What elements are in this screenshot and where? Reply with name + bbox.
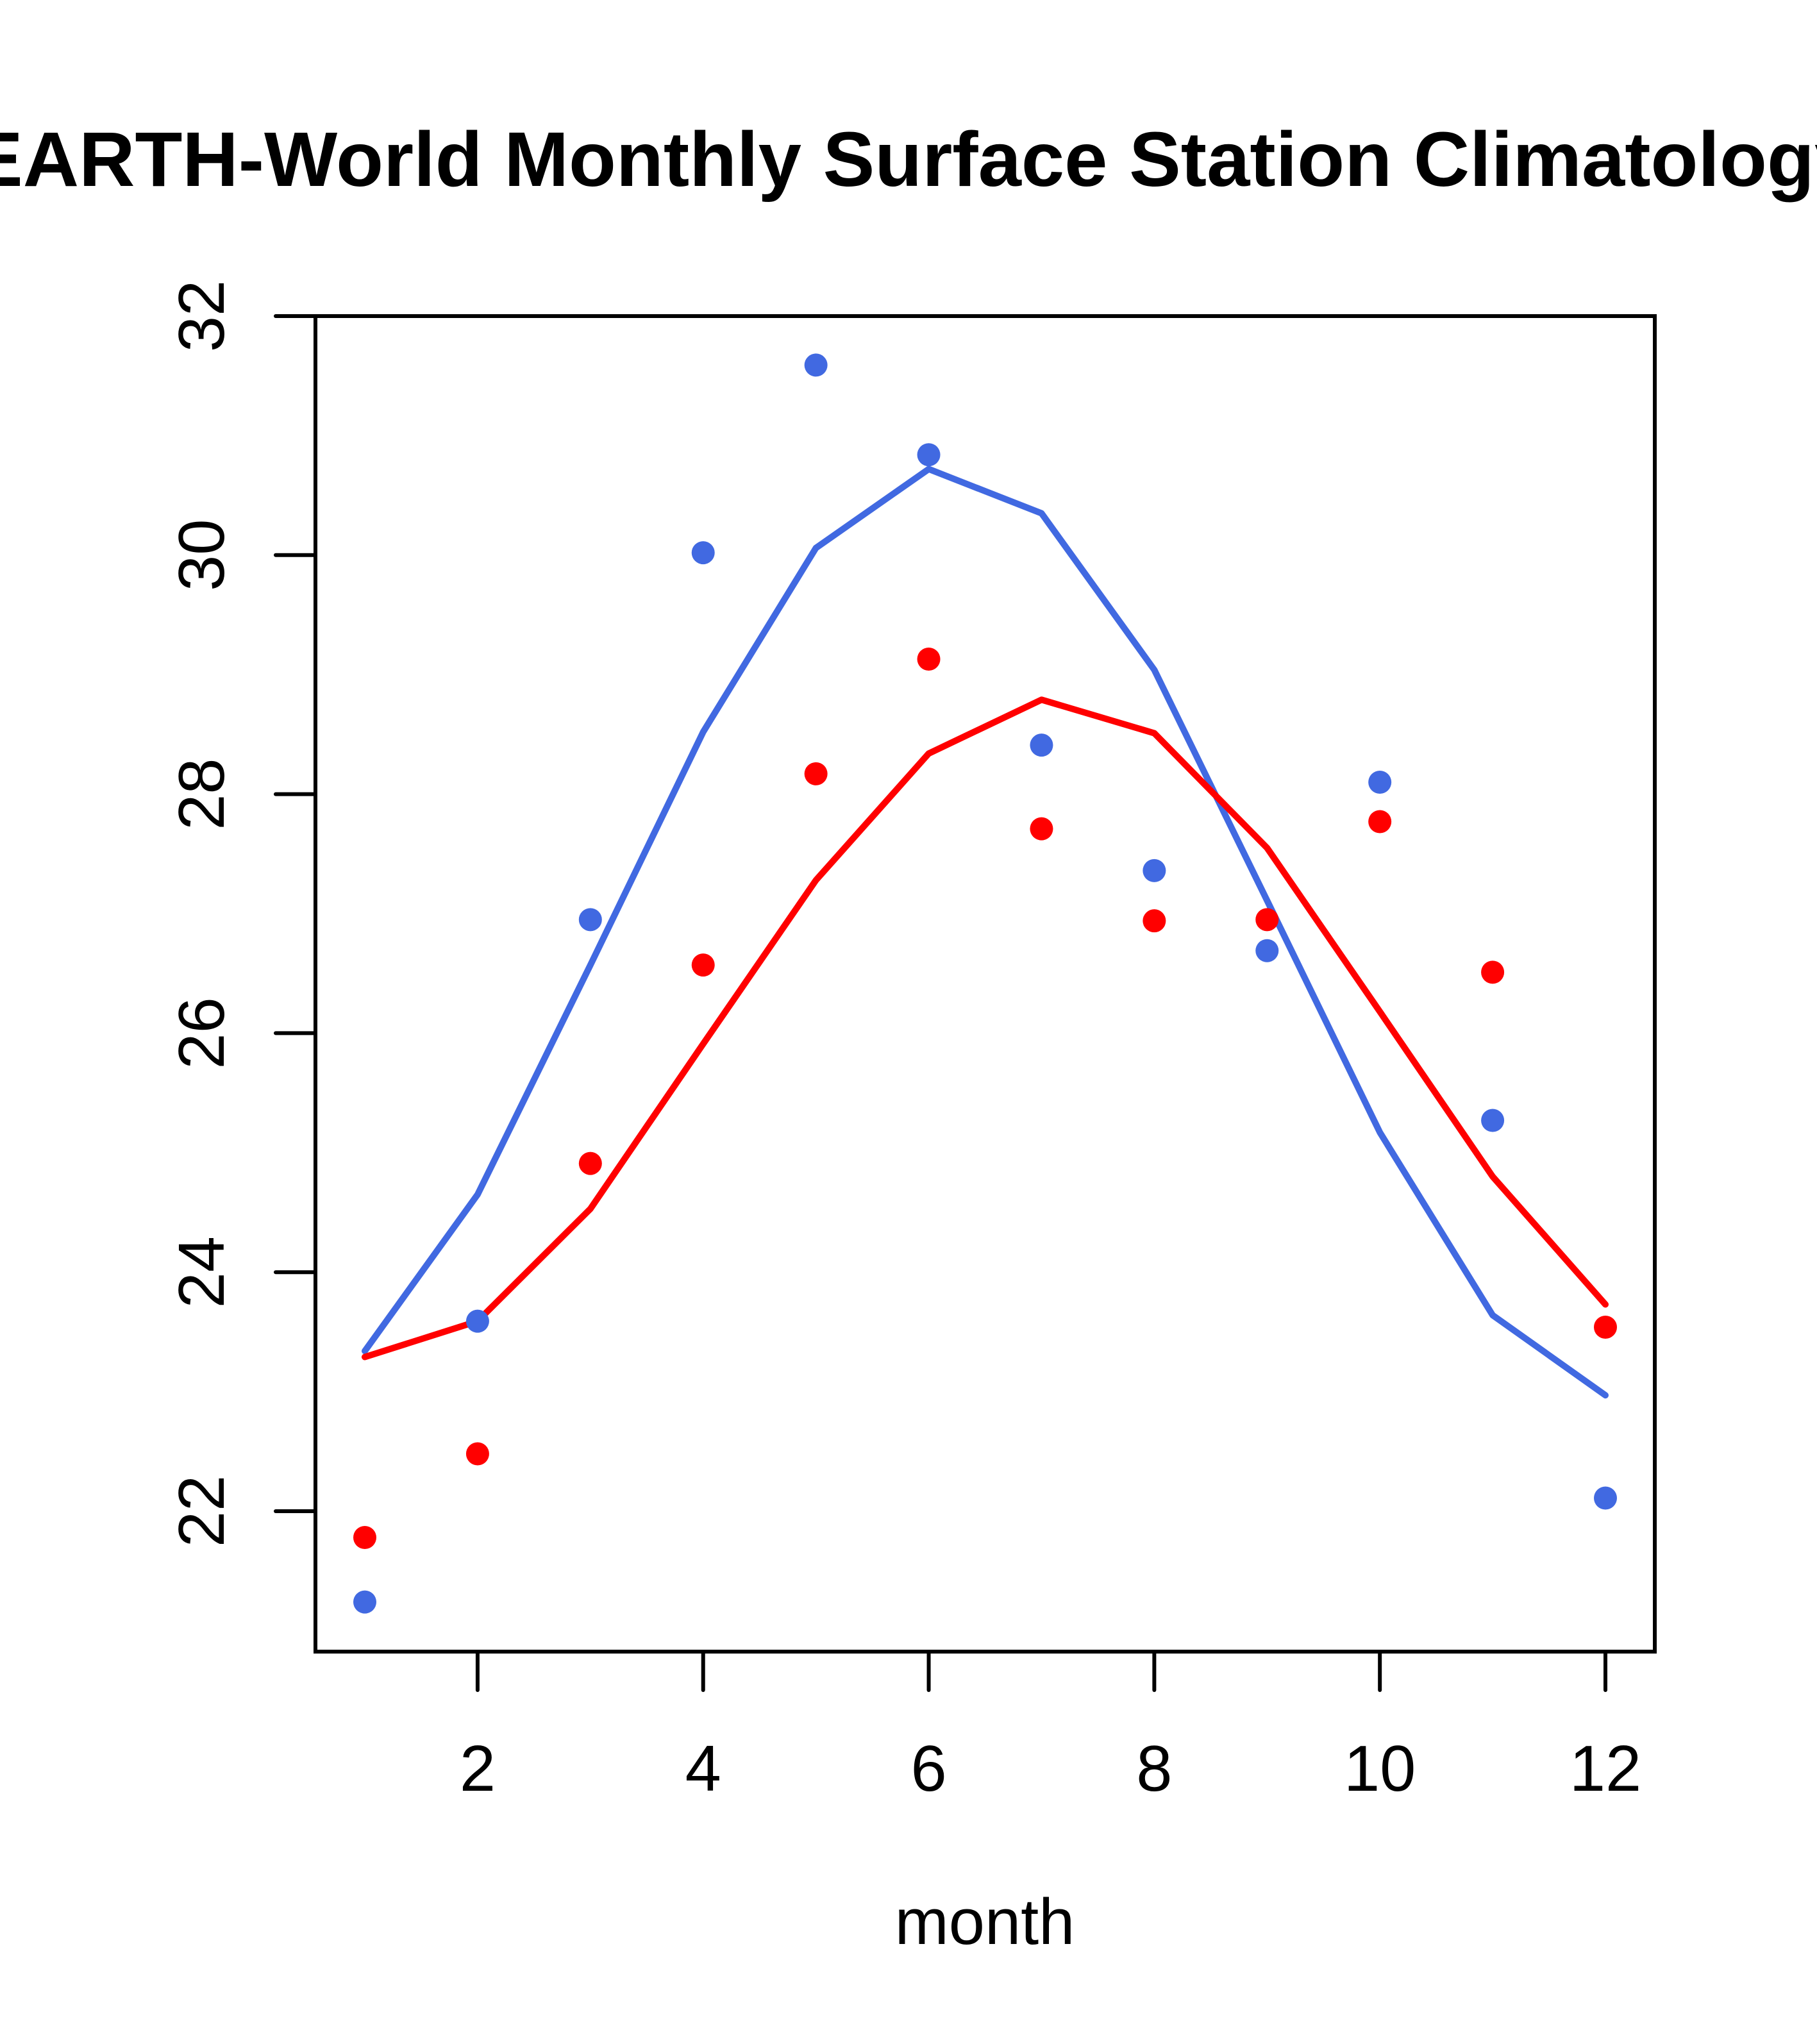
red-point	[578, 1152, 602, 1175]
blue-point	[465, 1309, 489, 1333]
blue-point	[1481, 1109, 1505, 1132]
x-tick-label: 4	[685, 1733, 721, 1805]
red-point	[1368, 810, 1392, 834]
red-point	[1594, 1315, 1617, 1339]
y-axis: 22 24 26 28 30 32	[166, 280, 317, 1547]
red-points-series	[353, 647, 1617, 1550]
y-tick-label: 24	[166, 1236, 238, 1308]
red-point	[917, 647, 941, 671]
y-tick-label: 32	[166, 280, 238, 352]
blue-line-series	[362, 465, 1609, 1399]
y-tick-label: 30	[166, 519, 238, 591]
y-tick-label: 26	[166, 997, 238, 1069]
blue-point	[691, 541, 715, 565]
red-point	[804, 762, 828, 785]
x-tick-label: 12	[1570, 1733, 1641, 1805]
x-tick-label: 2	[460, 1733, 496, 1805]
blue-point	[804, 353, 828, 377]
red-point	[1143, 909, 1166, 933]
red-point	[1255, 908, 1279, 932]
red-point	[1030, 817, 1053, 841]
blue-point	[917, 443, 941, 467]
blue-point	[1143, 859, 1166, 882]
blue-point	[1030, 733, 1053, 757]
blue-point	[1368, 770, 1392, 794]
blue-point	[1255, 939, 1279, 962]
red-point	[353, 1526, 376, 1550]
y-tick-label: 28	[166, 758, 238, 830]
red-point	[1481, 960, 1505, 984]
blue-points-series	[353, 353, 1617, 1614]
blue-point	[578, 908, 602, 932]
x-tick-label: 10	[1344, 1733, 1416, 1805]
y-tick-label: 22	[166, 1475, 238, 1547]
x-tick-label: 8	[1136, 1733, 1172, 1805]
blue-point	[1594, 1486, 1617, 1510]
series-layer	[353, 353, 1617, 1614]
red-point	[691, 953, 715, 977]
x-axis: 2 4 6 8 10 12	[460, 1650, 1641, 1805]
x-axis-label: month	[895, 1886, 1075, 1958]
x-tick-label: 6	[910, 1733, 946, 1805]
blue-point	[353, 1590, 376, 1614]
chart-title: EARTH-World Monthly Surface Station Clim…	[0, 115, 1817, 203]
red-point	[465, 1442, 489, 1466]
plot-frame	[314, 314, 1657, 1654]
red-line-series	[362, 696, 1609, 1361]
